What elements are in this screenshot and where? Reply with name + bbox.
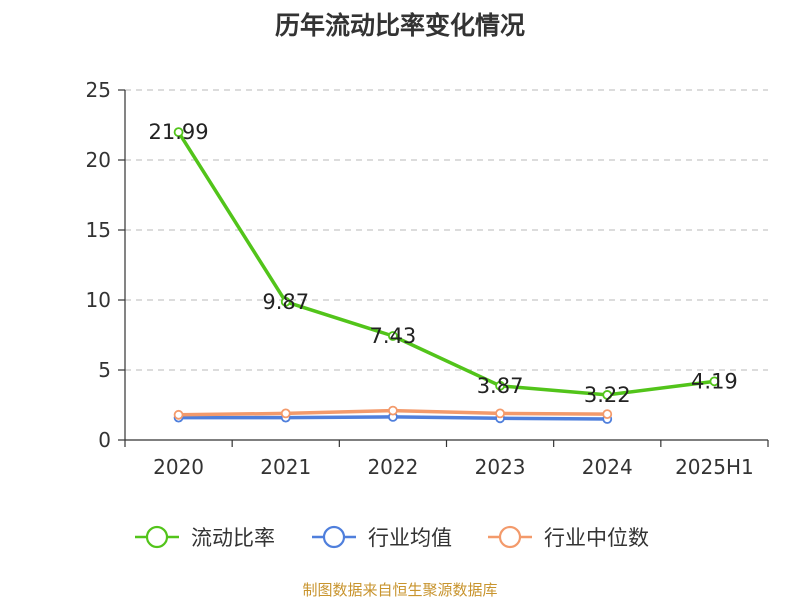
data-labels: 21.99 9.87 7.43 3.87 3.22 4.19: [149, 120, 738, 407]
legend-label: 流动比率: [191, 526, 275, 550]
y-tick-label: 10: [86, 288, 111, 312]
legend-label: 行业中位数: [544, 526, 649, 550]
data-label: 4.19: [691, 369, 738, 393]
x-tick-label: 2025H1: [675, 455, 754, 479]
data-point: [602, 390, 613, 400]
grid-lines: [125, 89, 768, 371]
y-tick-label: 5: [98, 358, 111, 382]
legend: 流动比率 行业均值 行业中位数: [135, 525, 649, 550]
legend-marker: [322, 525, 346, 549]
x-tick-label: 2023: [475, 455, 526, 479]
data-label: 7.43: [370, 324, 417, 348]
series-line: [177, 131, 715, 397]
data-point: [495, 408, 505, 419]
x-tick-label: 2020: [153, 455, 204, 479]
data-label: 21.99: [149, 120, 209, 144]
data-point: [602, 409, 613, 420]
data-point: [173, 409, 184, 420]
data-point: [388, 331, 398, 341]
legend-marker: [498, 525, 522, 549]
data-point: [280, 408, 291, 419]
data-label: 3.22: [584, 383, 631, 407]
chart-title: 历年流动比率变化情况: [274, 11, 525, 40]
axes: 0 5 10 15 20 25 2020 2021 2022 2023 2024 2025H1: [86, 78, 769, 479]
chart-source: 制图数据来自恒生聚源数据库: [302, 581, 498, 599]
series-group: [173, 127, 720, 424]
y-tick-label: 25: [86, 78, 111, 102]
data-point: [280, 296, 291, 307]
data-point: [709, 376, 720, 387]
x-tick-label: 2022: [367, 455, 418, 479]
y-tick-label: 0: [98, 428, 111, 452]
data-point: [388, 405, 398, 416]
x-tick-label: 2024: [582, 455, 633, 479]
data-label: 9.87: [262, 290, 309, 314]
data-point: [173, 127, 184, 138]
data-label: 3.87: [477, 374, 524, 398]
legend-marker: [145, 525, 169, 549]
data-point: [495, 380, 505, 391]
x-tick-label: 2021: [260, 455, 311, 479]
y-tick-label: 15: [86, 218, 111, 242]
y-tick-label: 20: [86, 148, 111, 172]
legend-label: 行业均值: [368, 526, 452, 550]
